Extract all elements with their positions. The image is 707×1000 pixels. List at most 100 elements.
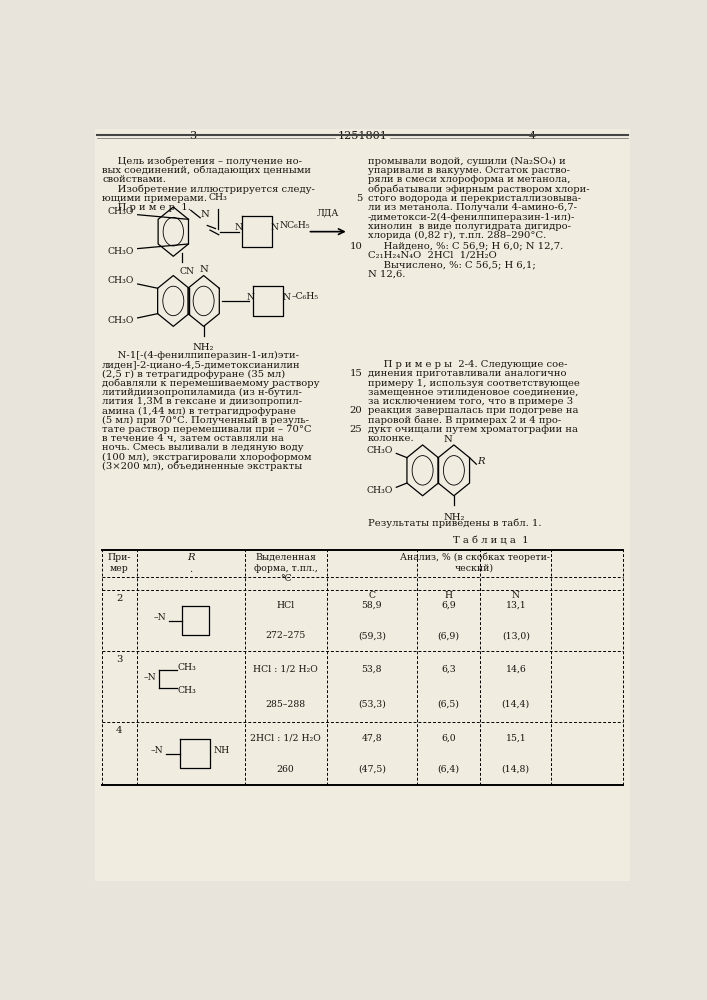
Text: CH₃: CH₃ <box>177 686 196 695</box>
Text: мер: мер <box>110 564 129 573</box>
Text: 5: 5 <box>356 194 363 203</box>
Text: (6,5): (6,5) <box>438 700 460 709</box>
Text: Т а б л и ц а  1: Т а б л и ц а 1 <box>453 537 529 546</box>
Text: –N: –N <box>153 613 166 622</box>
Text: Изобретение иллюстрируется следу-: Изобретение иллюстрируется следу- <box>102 185 315 194</box>
Text: 20: 20 <box>349 406 363 415</box>
Text: N: N <box>512 591 520 600</box>
Text: добавляли к перемешиваемому раствору: добавляли к перемешиваемому раствору <box>102 379 320 388</box>
Text: CN: CN <box>180 267 195 276</box>
Text: HCl : 1/2 H₂O: HCl : 1/2 H₂O <box>253 665 318 674</box>
Text: ночь. Смесь выливали в ледяную воду: ночь. Смесь выливали в ледяную воду <box>102 443 303 452</box>
Text: 13,1: 13,1 <box>506 601 526 610</box>
Text: HCl: HCl <box>276 601 295 610</box>
Text: (14,4): (14,4) <box>502 700 530 709</box>
Text: промывали водой, сушили (Na₂SO₄) и: промывали водой, сушили (Na₂SO₄) и <box>368 157 566 166</box>
Text: (47,5): (47,5) <box>358 765 386 774</box>
Text: N: N <box>283 293 291 302</box>
Text: N: N <box>270 223 278 232</box>
Text: литийдиизопропиламида (из н-бутил-: литийдиизопропиламида (из н-бутил- <box>102 388 302 397</box>
Text: (100 мл), экстрагировали хлороформом: (100 мл), экстрагировали хлороформом <box>102 453 312 462</box>
Text: N: N <box>235 223 243 232</box>
Text: Цель изобретения – получение но-: Цель изобретения – получение но- <box>102 157 302 166</box>
Text: ческий): ческий) <box>455 564 494 573</box>
Text: 10: 10 <box>349 242 363 251</box>
Text: 47,8: 47,8 <box>361 733 382 742</box>
Text: (53,3): (53,3) <box>358 700 386 709</box>
Text: N 12,6.: N 12,6. <box>368 269 405 278</box>
Text: NH: NH <box>214 746 230 755</box>
Text: 25: 25 <box>349 425 363 434</box>
Text: N: N <box>247 293 255 302</box>
Text: дукт очищали путем хроматографии на: дукт очищали путем хроматографии на <box>368 425 578 434</box>
Text: динения приготавливали аналогично: динения приготавливали аналогично <box>368 369 566 378</box>
Text: Анализ, % (в скобках теорети-: Анализ, % (в скобках теорети- <box>399 553 549 562</box>
Text: паровой бане. В примерах 2 и 4 про-: паровой бане. В примерах 2 и 4 про- <box>368 416 561 425</box>
Text: CH₃O: CH₃O <box>367 486 393 495</box>
Text: CH₃O: CH₃O <box>107 247 134 256</box>
Text: CH₃O: CH₃O <box>107 276 134 285</box>
Text: 14,6: 14,6 <box>506 665 526 674</box>
Text: NH₂: NH₂ <box>443 513 464 522</box>
Text: обрабатывали эфирным раствором хлори-: обрабатывали эфирным раствором хлори- <box>368 185 590 194</box>
Text: хинолин  в виде полугидрата дигидро-: хинолин в виде полугидрата дигидро- <box>368 222 571 231</box>
Text: Найдено, %: С 56,9; H 6,0; N 12,7.: Найдено, %: С 56,9; H 6,0; N 12,7. <box>368 242 563 251</box>
Text: 6,0: 6,0 <box>441 733 456 742</box>
Text: R: R <box>477 457 485 466</box>
Text: NC₆H₅: NC₆H₅ <box>279 221 310 230</box>
Text: 3: 3 <box>189 131 196 141</box>
Text: свойствами.: свойствами. <box>102 175 166 184</box>
Text: N: N <box>200 210 209 219</box>
Text: 15,1: 15,1 <box>506 733 526 742</box>
Text: амина (1,44 мл) в тетрагидрофуране: амина (1,44 мл) в тетрагидрофуране <box>102 406 296 416</box>
Text: колонке.: колонке. <box>368 434 414 443</box>
Text: CH₃: CH₃ <box>177 663 196 672</box>
Text: 6,3: 6,3 <box>441 665 456 674</box>
Text: лиден]-2-циано-4,5-диметоксианилин: лиден]-2-циано-4,5-диметоксианилин <box>102 360 300 369</box>
Text: 58,9: 58,9 <box>361 601 382 610</box>
Text: Вычислено, %: С 56,5; H 6,1;: Вычислено, %: С 56,5; H 6,1; <box>368 260 536 269</box>
Text: –N: –N <box>151 746 163 755</box>
Text: H: H <box>445 591 452 600</box>
Text: 260: 260 <box>276 765 295 774</box>
Text: (13,0): (13,0) <box>502 631 530 640</box>
Text: П р и м е р  1.: П р и м е р 1. <box>102 203 191 212</box>
Text: –N: –N <box>144 673 156 682</box>
Text: N: N <box>199 265 208 274</box>
Text: (5 мл) при 70°С. Полученный в резуль-: (5 мл) при 70°С. Полученный в резуль- <box>102 416 309 425</box>
Text: реакция завершалась при подогреве на: реакция завершалась при подогреве на <box>368 406 578 415</box>
Text: Выделенная: Выделенная <box>255 553 316 562</box>
Text: вых соединений, обладающих ценными: вых соединений, обладающих ценными <box>102 166 311 175</box>
Text: ряли в смеси хлороформа и метанола,: ряли в смеси хлороформа и метанола, <box>368 175 571 184</box>
Text: NH₂: NH₂ <box>193 343 214 352</box>
Text: за исключением того, что в примере 3: за исключением того, что в примере 3 <box>368 397 573 406</box>
Text: 53,8: 53,8 <box>362 665 382 674</box>
Text: 1251801: 1251801 <box>337 131 387 141</box>
Text: N: N <box>443 435 452 444</box>
Text: (14,8): (14,8) <box>502 765 530 774</box>
Text: форма, т.пл.,: форма, т.пл., <box>254 564 317 573</box>
Text: 15: 15 <box>349 369 363 378</box>
Text: R: R <box>187 553 194 562</box>
Text: .: . <box>189 565 192 574</box>
Text: П р и м е р ы  2-4. Следующие сое-: П р и м е р ы 2-4. Следующие сое- <box>368 360 567 369</box>
Text: N-1[-(4-фенилпиперазин-1-ил)эти-: N-1[-(4-фенилпиперазин-1-ил)эти- <box>102 351 299 360</box>
Text: ЛДА: ЛДА <box>317 209 339 218</box>
Text: 285–288: 285–288 <box>266 700 305 709</box>
Text: (6,4): (6,4) <box>438 765 460 774</box>
Text: CH₃O: CH₃O <box>107 207 134 216</box>
Text: –C₆H₅: –C₆H₅ <box>292 292 319 301</box>
Text: С₂₁H₂₄N₄O  2HCl  1/2H₂O: С₂₁H₂₄N₄O 2HCl 1/2H₂O <box>368 251 496 260</box>
Text: 4: 4 <box>116 726 122 735</box>
Text: °С: °С <box>280 574 291 583</box>
Text: С: С <box>368 591 375 600</box>
Text: Результаты приведены в табл. 1.: Результаты приведены в табл. 1. <box>368 519 542 528</box>
Text: ющими примерами.: ющими примерами. <box>102 194 207 203</box>
Text: 4: 4 <box>529 131 536 141</box>
Text: в течение 4 ч, затем оставляли на: в течение 4 ч, затем оставляли на <box>102 434 284 443</box>
Text: 6,9: 6,9 <box>441 601 456 610</box>
Text: (59,3): (59,3) <box>358 631 386 640</box>
Text: 2HCl : 1/2 H₂O: 2HCl : 1/2 H₂O <box>250 733 321 742</box>
Text: примеру 1, используя соответствующее: примеру 1, используя соответствующее <box>368 379 580 388</box>
Text: замещенное этилиденовое соединение,: замещенное этилиденовое соединение, <box>368 388 578 397</box>
